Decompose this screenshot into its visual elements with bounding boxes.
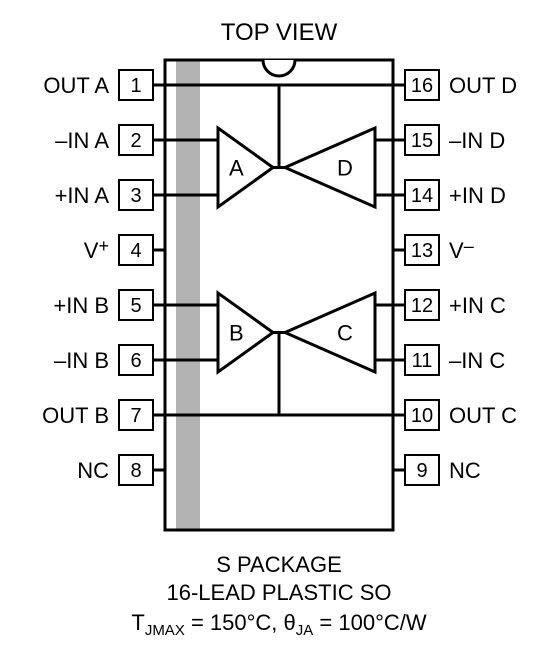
pin-label: –IN C (449, 348, 505, 373)
pinout-diagram: TOP VIEW 1 OUT A 2 –IN A 3 +IN A 4 V+ 5 +IN B 6 –IN … (0, 0, 557, 652)
amp-c-label: C (337, 321, 353, 346)
thermal-line: TJMAX = 150°C, θJA = 100°C/W (131, 610, 427, 639)
pin-number: 3 (130, 185, 141, 207)
pin-label: +IN D (449, 183, 506, 208)
pin-label: OUT D (449, 73, 517, 98)
pin-number: 10 (411, 405, 433, 427)
amp-d-label: D (337, 156, 353, 181)
pin-label: V+ (84, 236, 109, 263)
pin-number: 14 (411, 185, 433, 207)
pin-number: 13 (411, 240, 433, 262)
pin-number: 6 (130, 350, 141, 372)
pin-number: 7 (130, 405, 141, 427)
pin-label: NC (449, 458, 481, 483)
pin1-stripe (176, 62, 200, 529)
pin-label: V– (449, 236, 474, 263)
title: TOP VIEW (221, 19, 338, 46)
pin-number: 16 (411, 75, 433, 97)
pin-number: 15 (411, 130, 433, 152)
pin-number: 9 (416, 460, 427, 482)
pin-label: –IN B (54, 348, 109, 373)
pin-label: +IN A (55, 183, 110, 208)
package-line1: S PACKAGE (216, 552, 342, 577)
amp-a-label: A (229, 156, 244, 181)
pin-label: +IN C (449, 293, 506, 318)
pin-label: –IN D (449, 128, 505, 153)
amp-b-label: B (229, 321, 244, 346)
pin-label: –IN A (55, 128, 109, 153)
pin-number: 4 (130, 240, 141, 262)
pin-number: 8 (130, 460, 141, 482)
pin-label: OUT A (43, 73, 109, 98)
pin-number: 1 (130, 75, 141, 97)
pin-label: OUT B (42, 403, 109, 428)
pin-number: 2 (130, 130, 141, 152)
package-line2: 16-LEAD PLASTIC SO (167, 580, 392, 605)
pin-label: OUT C (449, 403, 517, 428)
pin-number: 12 (411, 295, 433, 317)
pin-label: +IN B (53, 293, 109, 318)
pin-number: 11 (412, 350, 433, 372)
pin-label: NC (77, 458, 109, 483)
pin-number: 5 (130, 295, 141, 317)
